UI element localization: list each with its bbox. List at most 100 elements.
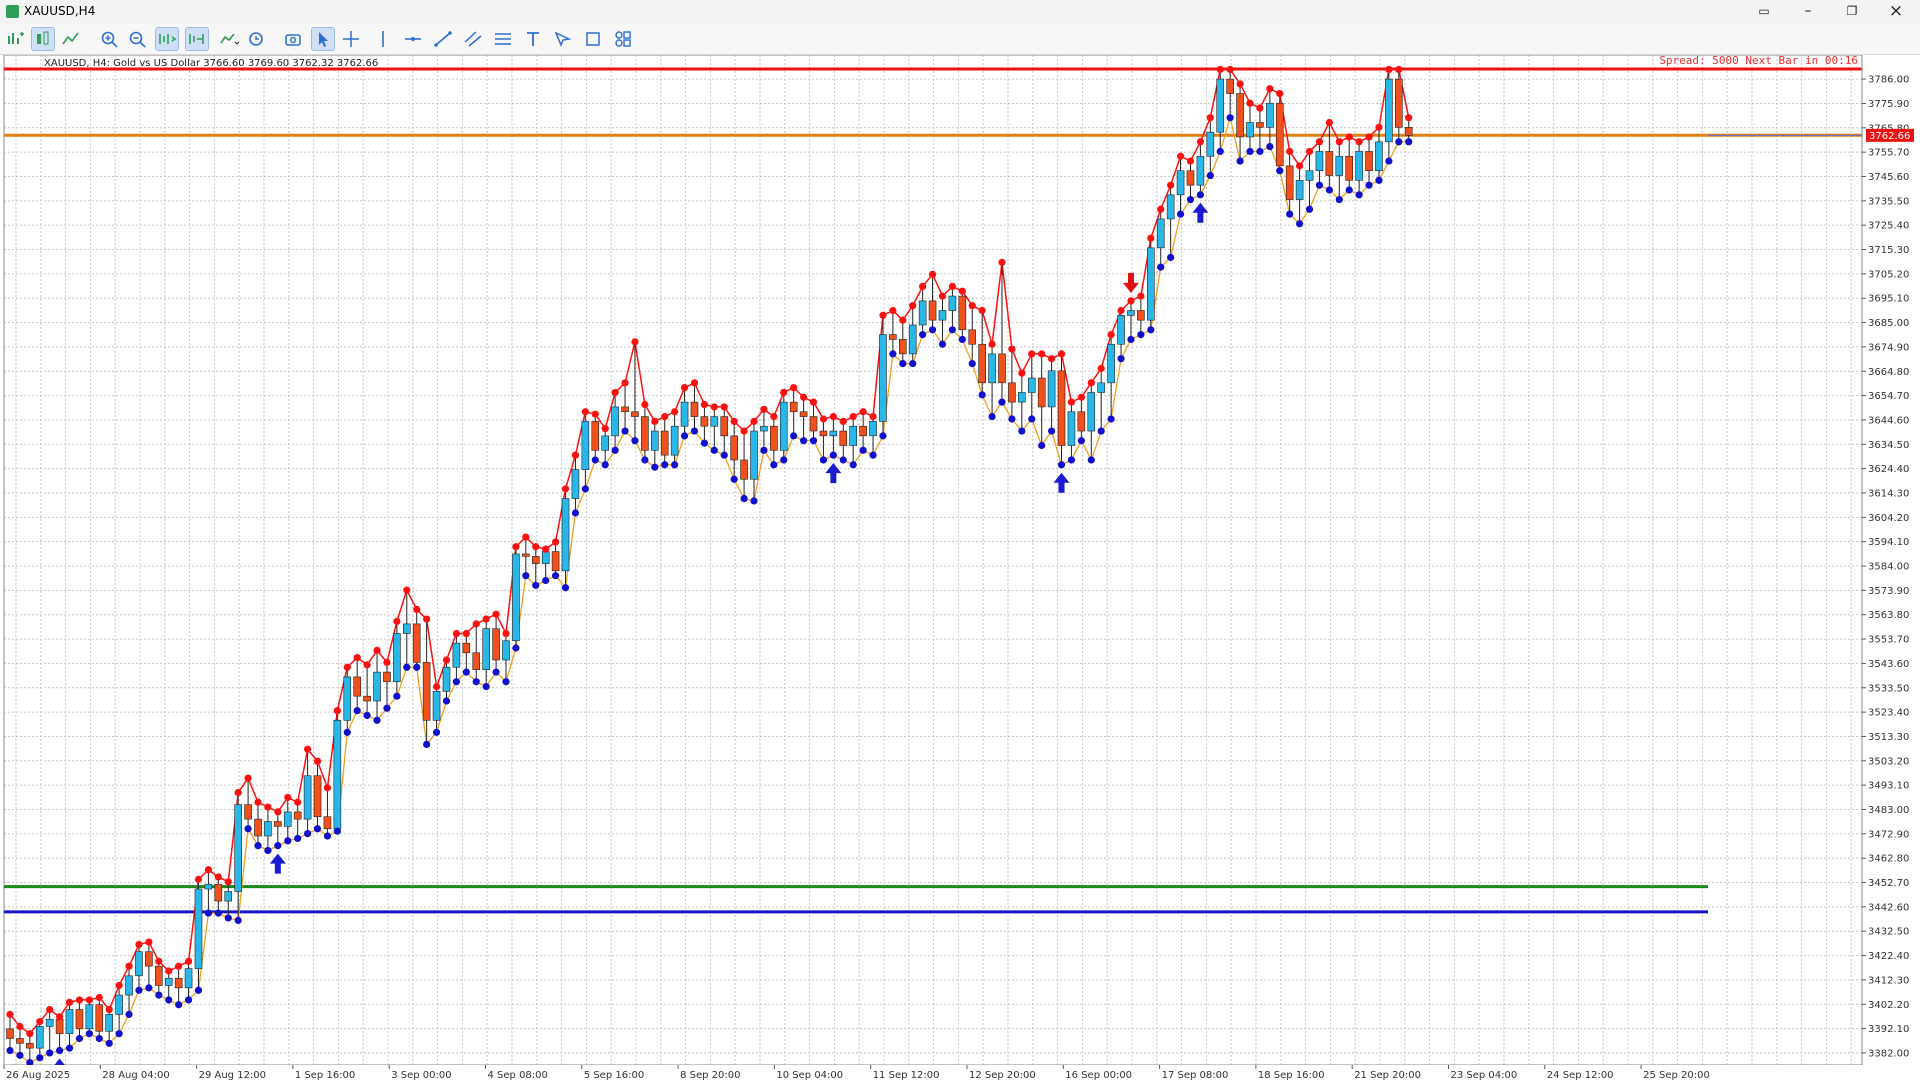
candle[interactable]	[1216, 69, 1225, 152]
candle[interactable]	[383, 662, 391, 709]
candle[interactable]	[1037, 353, 1046, 446]
line-chart-button[interactable]	[60, 28, 82, 50]
candle[interactable]	[135, 944, 143, 991]
candle[interactable]	[1087, 382, 1096, 460]
candle[interactable]	[65, 1002, 74, 1049]
channel-button[interactable]	[462, 28, 484, 50]
candle[interactable]	[174, 966, 183, 1005]
candle[interactable]	[730, 421, 738, 480]
candle[interactable]	[660, 416, 669, 465]
candle[interactable]	[611, 392, 619, 451]
zoom-in-button[interactable]	[98, 28, 120, 50]
candle[interactable]	[1395, 69, 1403, 142]
candle[interactable]	[779, 392, 788, 460]
text-button[interactable]	[522, 28, 544, 50]
candle[interactable]	[998, 262, 1006, 403]
candle[interactable]	[1275, 93, 1284, 171]
candle[interactable]	[621, 382, 629, 432]
candle[interactable]	[740, 431, 748, 499]
candle[interactable]	[1404, 117, 1413, 142]
candle[interactable]	[1027, 353, 1036, 419]
candle[interactable]	[1315, 141, 1324, 186]
candle[interactable]	[809, 402, 818, 441]
screenshot-button[interactable]	[282, 28, 304, 50]
candle[interactable]	[1325, 122, 1334, 190]
candle[interactable]	[581, 411, 590, 489]
candle[interactable]	[1166, 185, 1175, 258]
autoscroll-button[interactable]	[155, 27, 179, 51]
candle[interactable]	[115, 985, 123, 1034]
candle[interactable]	[164, 970, 173, 1000]
candle[interactable]	[283, 797, 292, 841]
candle[interactable]	[898, 320, 907, 364]
close-button[interactable]: ×	[1888, 1, 1904, 21]
candle[interactable]	[1355, 141, 1363, 195]
window-options-icon[interactable]: ▭	[1758, 4, 1770, 18]
candle[interactable]	[770, 416, 778, 465]
candle[interactable]	[333, 710, 342, 832]
candle[interactable]	[204, 869, 213, 914]
candle[interactable]	[1008, 349, 1016, 419]
candle[interactable]	[670, 411, 679, 465]
candle[interactable]	[1385, 69, 1393, 162]
candle[interactable]	[958, 291, 967, 340]
chart-area[interactable]: 3786.00 3775.90 3765.80 3755.70 3745.60 3735.…	[0, 55, 1920, 1080]
vertical-line-button[interactable]	[372, 28, 394, 50]
candle[interactable]	[561, 488, 570, 588]
candle[interactable]	[1018, 373, 1026, 432]
candle[interactable]	[988, 344, 996, 417]
candle[interactable]	[105, 1009, 113, 1044]
candle[interactable]	[373, 650, 381, 721]
candle[interactable]	[1137, 296, 1145, 335]
candle[interactable]	[95, 997, 104, 1039]
candle[interactable]	[412, 609, 421, 668]
crosshair-button[interactable]	[340, 28, 362, 50]
candle[interactable]	[879, 315, 887, 436]
candle[interactable]	[323, 787, 332, 837]
candle[interactable]	[303, 749, 312, 834]
candle[interactable]	[641, 404, 649, 460]
candle[interactable]	[1186, 161, 1195, 200]
candle[interactable]	[760, 409, 768, 451]
candle[interactable]	[928, 274, 937, 330]
candle[interactable]	[531, 546, 540, 586]
cursor-button[interactable]	[311, 27, 335, 51]
candle[interactable]	[1266, 88, 1274, 147]
chart-shift-button[interactable]	[185, 27, 209, 51]
candle[interactable]	[1256, 108, 1264, 152]
candle[interactable]	[442, 660, 451, 702]
price-axis[interactable]	[1862, 55, 1920, 1080]
candle[interactable]	[145, 942, 153, 988]
candle[interactable]	[849, 416, 858, 465]
candle[interactable]	[1335, 141, 1344, 200]
candle[interactable]	[631, 341, 639, 441]
candle[interactable]	[264, 807, 272, 851]
objects-button[interactable]	[612, 28, 634, 50]
candle[interactable]	[839, 421, 848, 460]
candle[interactable]	[353, 657, 362, 711]
candle[interactable]	[422, 619, 431, 745]
candle[interactable]	[45, 1009, 54, 1053]
candle[interactable]	[1236, 83, 1244, 162]
candle[interactable]	[720, 406, 729, 456]
candle[interactable]	[1067, 402, 1076, 460]
candle[interactable]	[492, 614, 500, 673]
candle[interactable]	[85, 999, 94, 1034]
candle[interactable]	[402, 590, 411, 668]
candle[interactable]	[1057, 353, 1066, 465]
candle[interactable]	[680, 387, 689, 436]
candle[interactable]	[938, 296, 947, 345]
candle[interactable]	[1156, 209, 1165, 268]
candle[interactable]	[601, 428, 610, 465]
zoom-out-button[interactable]	[126, 28, 148, 50]
candle[interactable]	[1107, 334, 1115, 419]
candle[interactable]	[55, 1016, 64, 1051]
candle[interactable]	[700, 404, 709, 444]
price-chart[interactable]: 3786.00 3775.90 3765.80 3755.70 3745.60 3735.…	[0, 55, 1920, 1080]
candle[interactable]	[522, 537, 530, 576]
candle[interactable]	[571, 455, 580, 513]
bar-chart-button[interactable]	[31, 27, 55, 51]
candle[interactable]	[978, 310, 986, 395]
candle[interactable]	[889, 310, 897, 354]
candle[interactable]	[1176, 156, 1185, 215]
